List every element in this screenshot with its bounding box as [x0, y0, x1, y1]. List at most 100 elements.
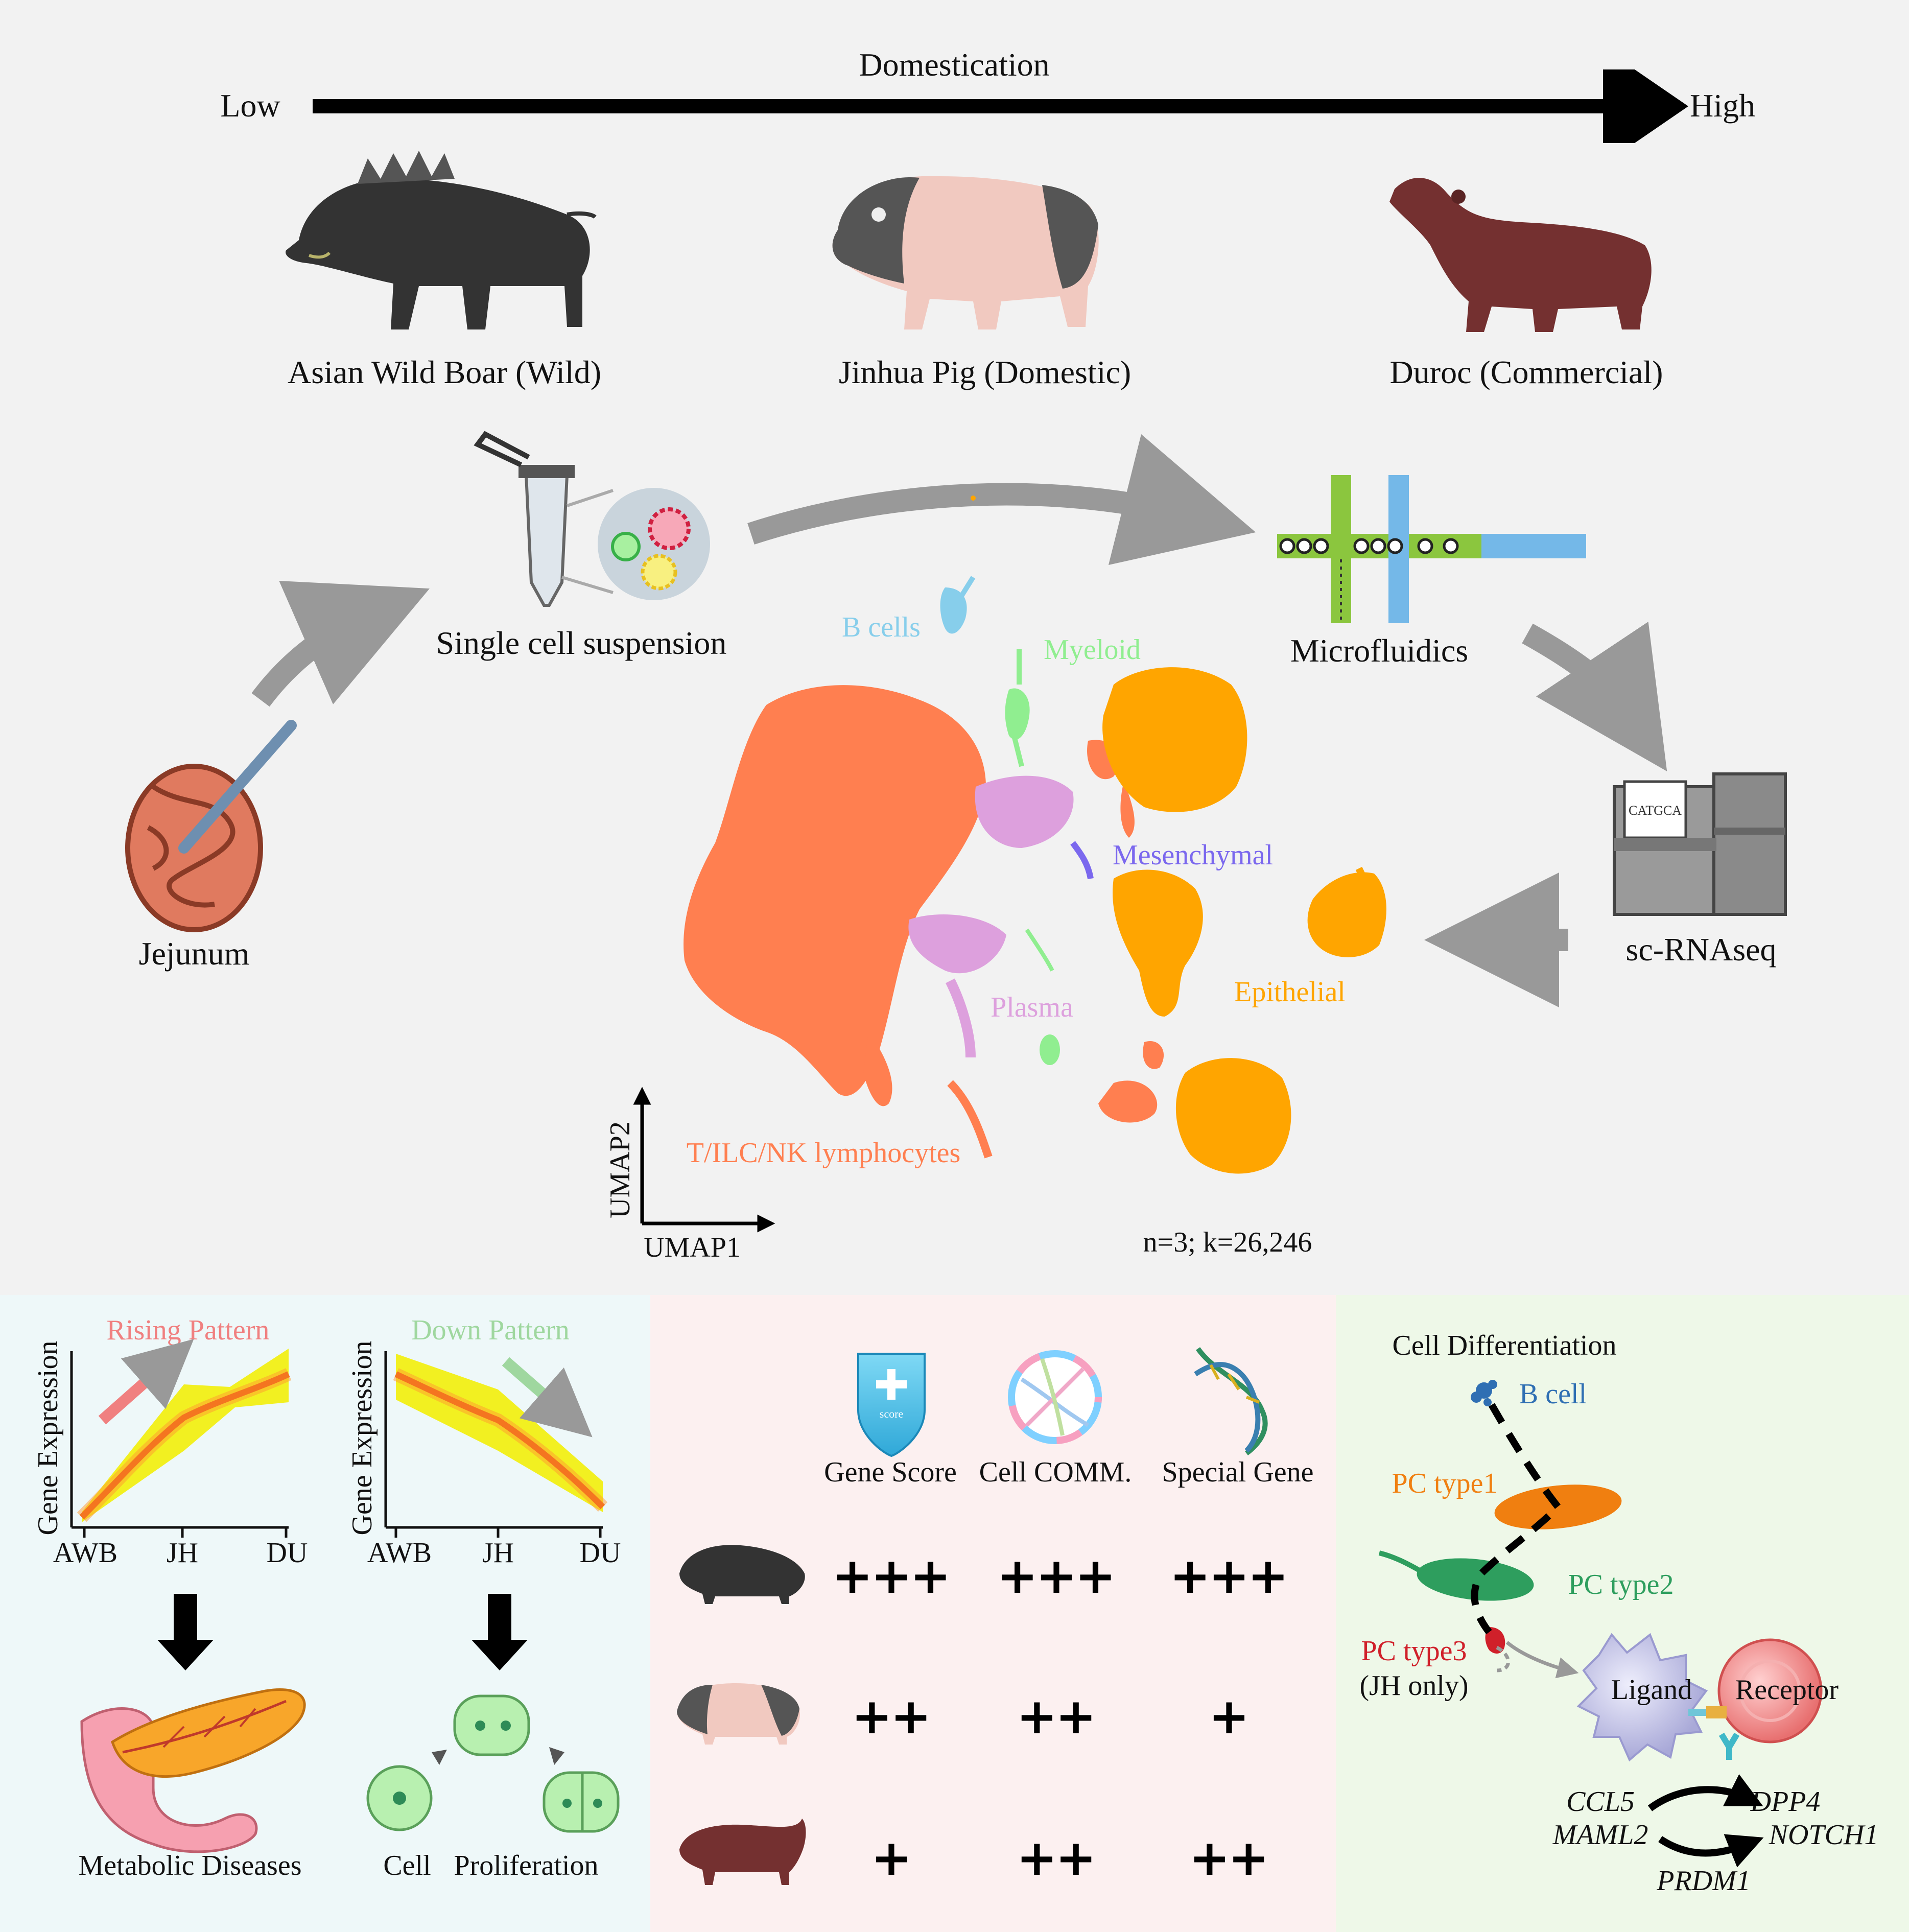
down-pattern-ylabel: Gene Expression	[346, 1340, 378, 1535]
receptor-label: Receptor	[1735, 1674, 1839, 1706]
cell-proliferation-label-b: Proliferation	[454, 1850, 598, 1881]
pancreas-icon	[80, 1688, 306, 1853]
column-special-gene: Special Gene	[1162, 1456, 1314, 1488]
cluster-label-lymphocytes: T/ILC/NK lymphocytes	[687, 1137, 961, 1169]
pc-type2-cluster	[1417, 1558, 1534, 1601]
down-pattern-title: Down Pattern	[411, 1314, 570, 1346]
arrow-suspension-to-microfluidics	[747, 434, 1256, 566]
down-down-arrow-icon	[472, 1594, 528, 1670]
jinhua-pig-icon	[677, 1683, 800, 1745]
column-cell-comm: Cell COMM.	[979, 1456, 1132, 1488]
shield-text: score	[880, 1407, 903, 1420]
cluster-b-cells	[940, 496, 976, 634]
du-special-gene-value: ++	[1189, 1829, 1267, 1887]
jejunum-label: Jejunum	[139, 935, 250, 972]
ccl5-to-dpp4-arrow	[1647, 1774, 1763, 1811]
cluster-label-epithelial: Epithelial	[1234, 976, 1346, 1008]
umap-axis-y-label: UMAP2	[604, 1121, 636, 1218]
gene-notch1: NOTCH1	[1769, 1819, 1879, 1851]
du-gene-score-value: +	[871, 1829, 910, 1887]
cluster-label-myeloid: Myeloid	[1044, 634, 1141, 666]
awb-cell-comm-value: +++	[997, 1547, 1114, 1605]
microfluidics-icon	[1277, 475, 1586, 623]
scrnaseq-label: sc-RNAseq	[1625, 931, 1776, 968]
cluster-plasma	[908, 775, 1074, 1058]
jh-gene-score-value: ++	[852, 1688, 930, 1745]
gene-prdm1: PRDM1	[1656, 1865, 1751, 1897]
rising-down-arrow-icon	[157, 1594, 214, 1670]
down-pattern-plot: Down Pattern	[384, 1314, 608, 1538]
arrow-jejunum-to-suspension	[251, 581, 430, 707]
cluster-epithelial	[1102, 667, 1386, 1174]
column-gene-score: Gene Score	[824, 1456, 957, 1488]
domestication-arrow-head	[1603, 69, 1688, 143]
rising-tick-du: DU	[267, 1537, 308, 1569]
duroc-pig-icon	[1389, 178, 1652, 332]
pc-type1-label: PC type1	[1392, 1468, 1498, 1499]
b-cell-cluster	[1471, 1380, 1497, 1406]
breed-label-jh: Jinhua Pig (Domestic)	[839, 354, 1131, 390]
microfluidics-label: Microfluidics	[1290, 632, 1468, 669]
pc3-ring	[1496, 1645, 1510, 1672]
ligand-receptor-binding-icon	[1688, 1706, 1740, 1760]
ligand-cell-icon	[1576, 1633, 1708, 1762]
breed-label-awb: Asian Wild Boar (Wild)	[288, 354, 601, 390]
receptor-cell-icon	[1717, 1638, 1823, 1743]
rising-pattern-plot: Rising Pattern	[70, 1314, 292, 1538]
sequencer-screen-text: CATGCA	[1629, 803, 1682, 818]
pc-type2-label: PC type2	[1568, 1569, 1674, 1600]
umap-axes	[633, 1087, 775, 1233]
awb-special-gene-value: +++	[1169, 1547, 1286, 1605]
wild-boar-icon	[679, 1545, 805, 1604]
domestication-low-label: Low	[220, 87, 280, 124]
domestication-arrow-shaft	[313, 99, 1605, 113]
umap-axis-x-label: UMAP1	[644, 1232, 741, 1263]
cluster-mesenchymal	[1070, 841, 1094, 880]
pc-type1-cluster	[1494, 1485, 1622, 1529]
maml2-to-notch1-arrow	[1658, 1834, 1764, 1868]
du-cell-comm-value: ++	[1017, 1829, 1095, 1887]
jh-special-gene-value: +	[1209, 1688, 1247, 1745]
jinhua-pig-icon	[832, 176, 1099, 329]
rising-pattern-ylabel: Gene Expression	[32, 1340, 64, 1535]
down-tick-awb: AWB	[367, 1537, 432, 1569]
cell-proliferation-label-a: Cell	[383, 1850, 431, 1881]
cell-magnifier-icon	[598, 488, 710, 600]
differentiation-title: Cell Differentiation	[1392, 1330, 1616, 1361]
sequencer-icon: CATGCA	[1613, 772, 1787, 916]
cell-proliferation-icon	[366, 1694, 620, 1833]
jh-cell-comm-value: ++	[1017, 1688, 1095, 1745]
down-tick-du: DU	[580, 1537, 621, 1569]
jejunum-icon	[125, 720, 297, 932]
rising-tick-awb: AWB	[53, 1537, 117, 1569]
differentiation-trajectory	[1471, 1403, 1563, 1635]
gene-score-shield-icon: score	[857, 1353, 926, 1457]
ligand-label: Ligand	[1611, 1674, 1692, 1706]
breed-label-du: Duroc (Commercial)	[1390, 354, 1663, 390]
pc-type2-tail	[1378, 1550, 1427, 1576]
pc-type3-note: (JH only)	[1359, 1670, 1468, 1702]
gene-ccl5: CCL5	[1566, 1786, 1635, 1818]
down-tick-jh: JH	[482, 1537, 514, 1569]
gene-dpp4: DPP4	[1750, 1786, 1821, 1818]
domestication-title: Domestication	[859, 46, 1049, 83]
rising-tick-jh: JH	[167, 1537, 198, 1569]
cluster-label-b-cells: B cells	[842, 611, 921, 643]
special-gene-dna-icon	[1194, 1347, 1268, 1455]
duroc-pig-icon	[679, 1819, 806, 1885]
b-cell-label: B cell	[1519, 1378, 1587, 1410]
domestication-axis: Domestication Low High	[220, 46, 1755, 143]
umap-stats: n=3; k=26,246	[1143, 1227, 1312, 1258]
pc3-to-ligand-arrow	[1505, 1641, 1579, 1679]
cell-comm-chord-icon	[1008, 1350, 1102, 1444]
cluster-lymphocytes	[684, 685, 1164, 1159]
wild-boar-icon	[286, 151, 597, 329]
differentiation-panel-background	[1336, 1295, 1909, 1932]
rising-pattern-title: Rising Pattern	[107, 1314, 270, 1346]
awb-gene-score-value: +++	[832, 1547, 949, 1605]
suspension-label: Single cell suspension	[436, 625, 727, 661]
tube-icon	[474, 431, 614, 607]
cluster-label-plasma: Plasma	[991, 992, 1073, 1023]
umap-plot: B cells Myeloid Mesenchymal Plasma Epith…	[604, 496, 1386, 1263]
